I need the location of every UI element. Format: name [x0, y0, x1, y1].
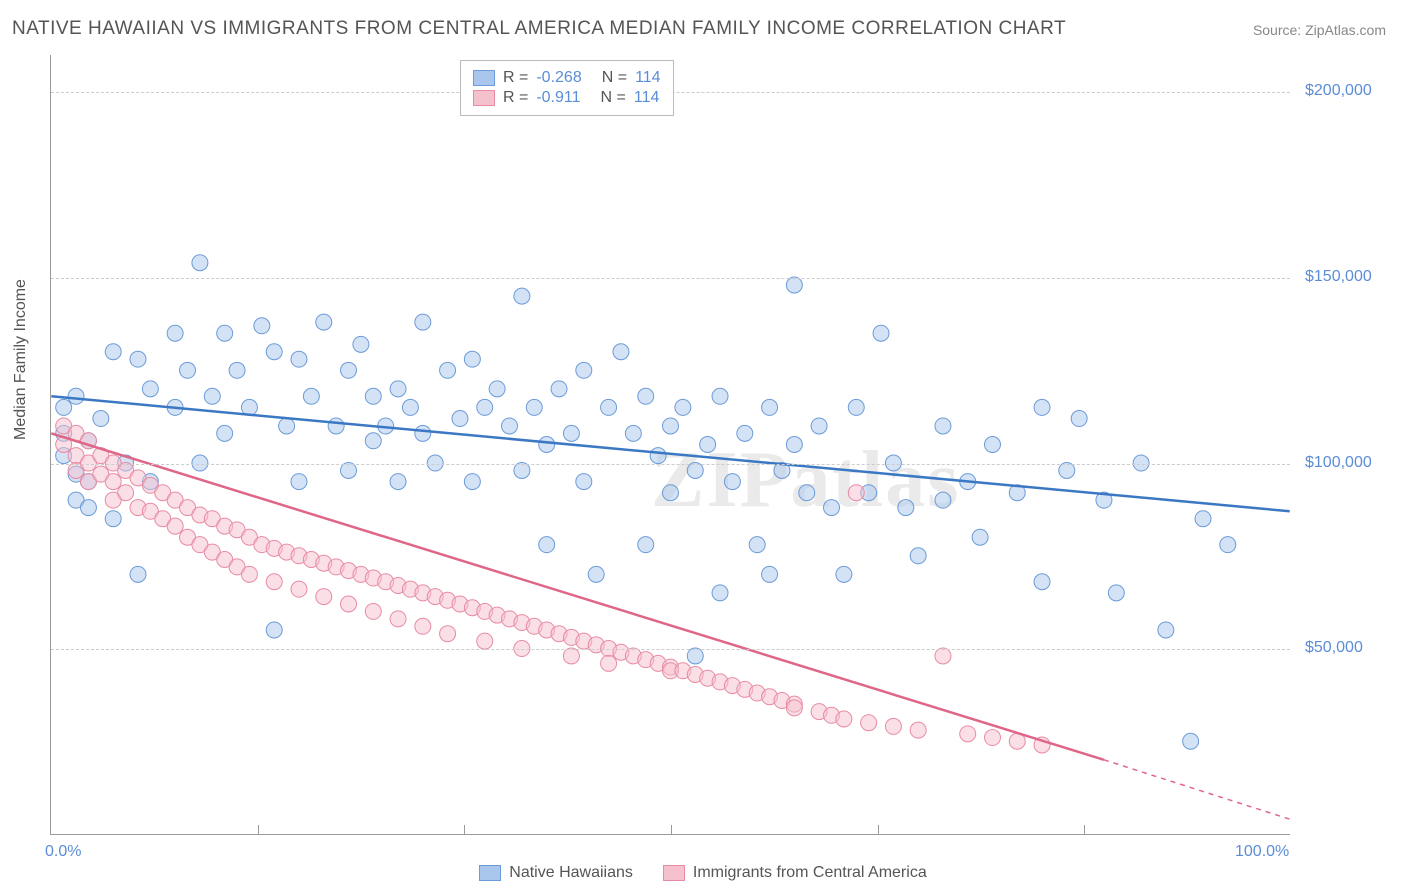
legend-r-label: R =: [503, 69, 528, 87]
legend-label-1: Immigrants from Central America: [693, 864, 927, 882]
legend-series: Native Hawaiians Immigrants from Central…: [0, 864, 1406, 882]
legend-stats-row-1: R = -0.911 N = 114: [473, 89, 661, 107]
legend-swatch-blue: [479, 865, 501, 881]
legend-swatch-pink: [473, 90, 495, 106]
legend-n-label: N =: [601, 89, 626, 107]
chart-title: NATIVE HAWAIIAN VS IMMIGRANTS FROM CENTR…: [12, 18, 1066, 40]
source-label: Source: ZipAtlas.com: [1253, 22, 1386, 38]
plot-area: ZIPatlas: [50, 55, 1290, 835]
legend-label-0: Native Hawaiians: [509, 864, 633, 882]
legend-r-value-1: -0.911: [536, 89, 580, 107]
legend-stats: R = -0.268 N = 114 R = -0.911 N = 114: [460, 60, 674, 116]
chart-svg: [51, 55, 1290, 834]
legend-n-label: N =: [602, 69, 627, 87]
legend-r-value-0: -0.268: [536, 69, 581, 87]
legend-n-value-0: 114: [635, 69, 661, 87]
legend-item-1: Immigrants from Central America: [663, 864, 927, 882]
chart-container: NATIVE HAWAIIAN VS IMMIGRANTS FROM CENTR…: [0, 0, 1406, 892]
legend-stats-row-0: R = -0.268 N = 114: [473, 69, 661, 87]
legend-swatch-pink: [663, 865, 685, 881]
legend-swatch-blue: [473, 70, 495, 86]
legend-r-label: R =: [503, 89, 528, 107]
legend-item-0: Native Hawaiians: [479, 864, 633, 882]
legend-n-value-1: 114: [634, 89, 660, 107]
y-axis-title: Median Family Income: [12, 279, 30, 440]
